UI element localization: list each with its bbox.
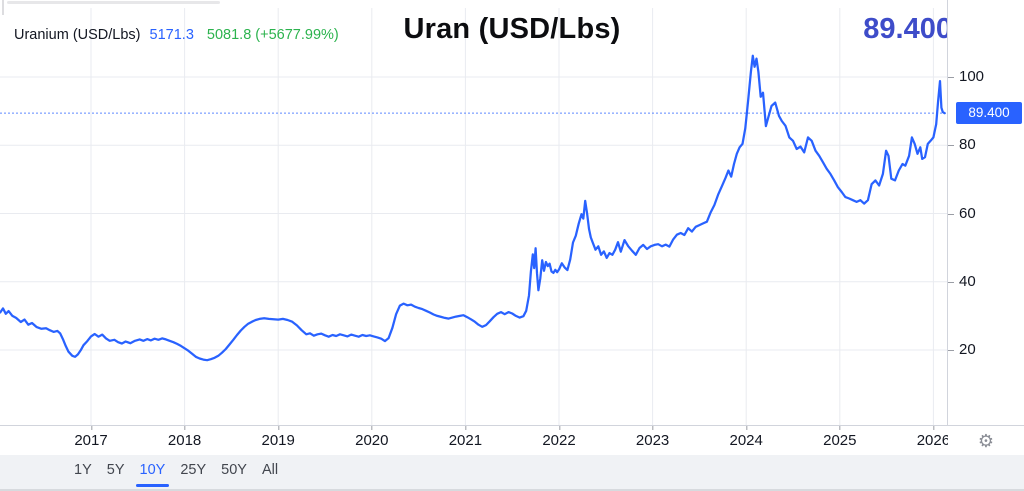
chart-canvas[interactable] xyxy=(0,0,947,425)
settings-gear-icon[interactable]: ⚙ xyxy=(977,430,995,451)
tick-mark xyxy=(948,145,954,147)
time-axis-label: 2019 xyxy=(262,426,295,449)
axis-corner: ⚙ xyxy=(948,426,1024,455)
tick-mark xyxy=(184,426,186,430)
range-button-25y[interactable]: 25Y xyxy=(180,462,207,478)
price-axis-tick: 80 xyxy=(948,136,1024,154)
tick-mark xyxy=(371,426,373,430)
time-axis-label: 2017 xyxy=(74,426,108,449)
range-button-50y[interactable]: 50Y xyxy=(221,462,247,478)
price-axis-tick: 100 xyxy=(948,68,1024,86)
legend-change-value: 5081.8 (+5677.99%) xyxy=(206,27,339,43)
scrollbar-track[interactable] xyxy=(7,1,220,4)
legend-last-value: 5171.3 xyxy=(149,27,194,43)
tick-mark xyxy=(933,426,935,430)
last-price-label: 89.400 xyxy=(956,102,1022,125)
time-axis-label: 2020 xyxy=(355,426,388,449)
price-axis-tick: 40 xyxy=(948,273,1024,291)
time-axis[interactable]: 2017 2018 2019 2020 2021 2022 2023 2024 2025 2026 xyxy=(0,425,1024,455)
tick-mark xyxy=(559,426,560,430)
tick-mark xyxy=(278,426,280,430)
range-button-5y[interactable]: 5Y xyxy=(106,462,125,478)
range-button-10y[interactable]: 10Y xyxy=(135,462,170,487)
range-button-all[interactable]: All xyxy=(261,462,279,478)
time-axis-label: 2018 xyxy=(168,426,201,449)
legend-symbol-name: Uranium (USD/Lbs) xyxy=(14,27,141,43)
tick-mark xyxy=(465,426,467,430)
price-axis[interactable]: 89.400 100 80 60 40 20 xyxy=(947,0,1024,425)
tick-mark xyxy=(652,426,654,430)
time-axis-label: 2025 xyxy=(823,426,856,449)
price-axis-tick: 60 xyxy=(948,205,1024,223)
price-line-series xyxy=(0,54,946,362)
tick-mark xyxy=(948,281,954,283)
time-axis-label: 2023 xyxy=(636,426,669,449)
range-button-1y[interactable]: 1Y xyxy=(74,462,92,478)
tick-mark xyxy=(948,213,954,215)
time-axis-label: 2026 xyxy=(917,426,950,449)
time-axis-label: 2021 xyxy=(449,426,482,449)
time-axis-label: 2024 xyxy=(730,426,763,449)
tick-mark xyxy=(746,426,748,430)
tick-mark xyxy=(839,426,841,430)
current-price-display: 89.400 xyxy=(863,13,952,45)
tick-mark xyxy=(91,426,92,430)
price-axis-tick: 20 xyxy=(948,341,1024,359)
range-toolbar: 1Y 5Y 10Y 25Y 50Y All xyxy=(0,455,1024,491)
chart-legend[interactable]: Uranium (USD/Lbs) 5171.3 5081.8 (+5677.9… xyxy=(14,27,339,43)
scrollbar-edge xyxy=(2,0,4,15)
time-axis-label: 2022 xyxy=(542,426,576,449)
tick-mark xyxy=(948,350,954,351)
tick-mark xyxy=(948,77,954,78)
